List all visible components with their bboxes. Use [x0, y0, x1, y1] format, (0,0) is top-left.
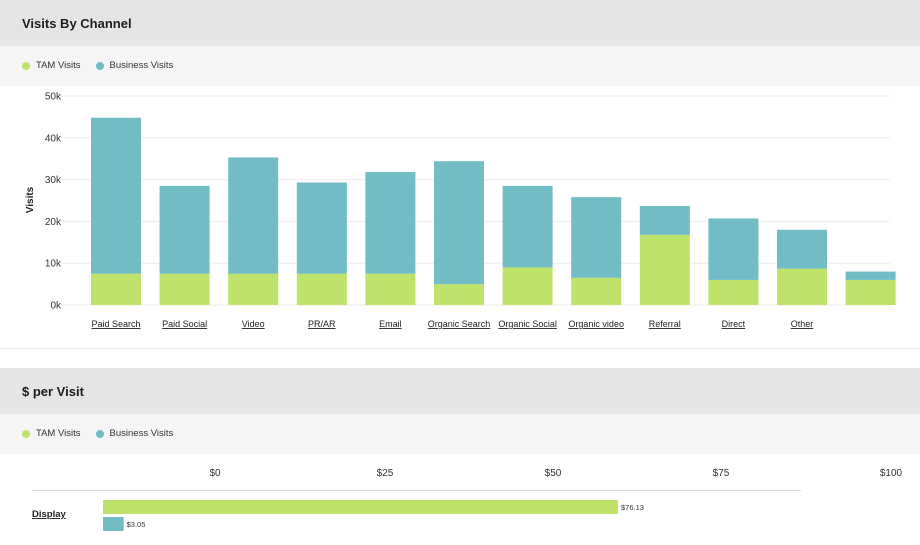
- x-tick-label: $25: [377, 468, 394, 479]
- x-tick-label: Direct: [722, 319, 746, 329]
- cost-legend-label-tam: TAM Visits: [36, 428, 81, 439]
- legend-item-business[interactable]: Business Visits: [95, 60, 174, 71]
- visits-panel-header: Visits By Channel: [0, 0, 920, 46]
- cost-legend-item-business[interactable]: Business Visits: [95, 428, 174, 439]
- cost-panel-title: $ per Visit: [22, 384, 84, 399]
- x-tick-label: Other: [791, 319, 814, 329]
- x-tick-label: Paid Search: [91, 319, 140, 329]
- bar-business: [159, 185, 210, 274]
- bar-tam: [91, 273, 141, 305]
- tam-dot-icon: [22, 429, 30, 438]
- x-tick-label: Paid Social: [162, 319, 207, 329]
- bar-business: [708, 218, 759, 280]
- bar-tam: [434, 284, 484, 305]
- x-tick-label: Organic Social: [498, 319, 557, 329]
- data-label-business: $3.05: [127, 520, 146, 529]
- bar-business: [228, 157, 279, 274]
- bar-business: [571, 197, 622, 278]
- cost-chart: $0 $25 $50 $75 $100 Display $76.13 $3.05: [32, 468, 903, 531]
- cost-legend: TAM Visits Business Visits: [22, 428, 188, 439]
- x-tick-label: $50: [545, 468, 562, 479]
- business-dot-icon: [95, 429, 104, 438]
- tam-dot-icon: [22, 61, 30, 70]
- bar-business: [91, 117, 141, 274]
- cost-legend-bar: TAM Visits Business Visits: [0, 414, 920, 455]
- bar-tam: [708, 279, 759, 305]
- bar-business: [639, 205, 690, 235]
- bar-tam: [296, 273, 347, 305]
- bar-tam: [777, 268, 827, 305]
- bar-business: [434, 161, 484, 285]
- x-tick-label: Video: [242, 319, 265, 329]
- panel-gap: [0, 349, 920, 368]
- y-axis-label: Visits: [25, 186, 36, 213]
- bar-tam: [103, 500, 618, 514]
- bar-business: [777, 229, 827, 269]
- x-tick-label: Organic Search: [428, 319, 491, 329]
- cost-legend-label-business: Business Visits: [109, 428, 174, 439]
- x-tick-label: Referral: [649, 319, 681, 329]
- x-tick-label: $0: [209, 468, 221, 479]
- x-tick-label: Organic video: [568, 319, 624, 329]
- bar-tam: [571, 277, 622, 305]
- bar-tam: [159, 273, 210, 305]
- x-tick-label: $75: [713, 468, 730, 479]
- bar-tam: [228, 273, 279, 305]
- y-tick-label: 10k: [45, 259, 62, 270]
- y-tick-label: 20k: [45, 217, 62, 228]
- x-tick-label: $100: [880, 468, 903, 479]
- x-tick-label: Email: [379, 319, 402, 329]
- legend-label-business: Business Visits: [109, 60, 174, 71]
- visits-chart-area: 0k 10k 20k 30k 40k 50k Visits Paid Search Paid S…: [0, 86, 920, 349]
- cost-chart-area: $0 $25 $50 $75 $100 Display $76.13 $3.05: [0, 454, 920, 540]
- business-dot-icon: [95, 61, 104, 70]
- y-tick-label: 50k: [45, 92, 62, 103]
- y-tick-label: 0k: [50, 301, 62, 312]
- visits-chart: 0k 10k 20k 30k 40k 50k Visits Paid Search Paid S…: [25, 92, 896, 329]
- bar-business: [502, 185, 553, 268]
- bar-tam: [845, 279, 896, 305]
- category-label: Display: [32, 509, 67, 520]
- visits-legend-bar: TAM Visits Business Visits: [0, 46, 920, 87]
- data-label-tam: $76.13: [621, 503, 644, 512]
- bar-business: [103, 517, 124, 531]
- bar-tam: [502, 267, 553, 305]
- visits-panel-title: Visits By Channel: [22, 16, 132, 31]
- bar-tam: [639, 234, 690, 305]
- bar-business: [296, 182, 347, 274]
- bar-tam: [365, 273, 416, 305]
- x-tick-label: PR/AR: [308, 319, 336, 329]
- y-tick-label: 30k: [45, 175, 62, 186]
- legend-label-tam: TAM Visits: [36, 60, 81, 71]
- bar-business: [365, 172, 416, 274]
- bar-business: [845, 271, 896, 280]
- legend-item-tam[interactable]: TAM Visits: [22, 60, 81, 71]
- y-tick-label: 40k: [45, 133, 62, 144]
- visits-legend: TAM Visits Business Visits: [22, 60, 188, 71]
- cost-legend-item-tam[interactable]: TAM Visits: [22, 428, 81, 439]
- cost-panel-header: $ per Visit: [0, 368, 920, 414]
